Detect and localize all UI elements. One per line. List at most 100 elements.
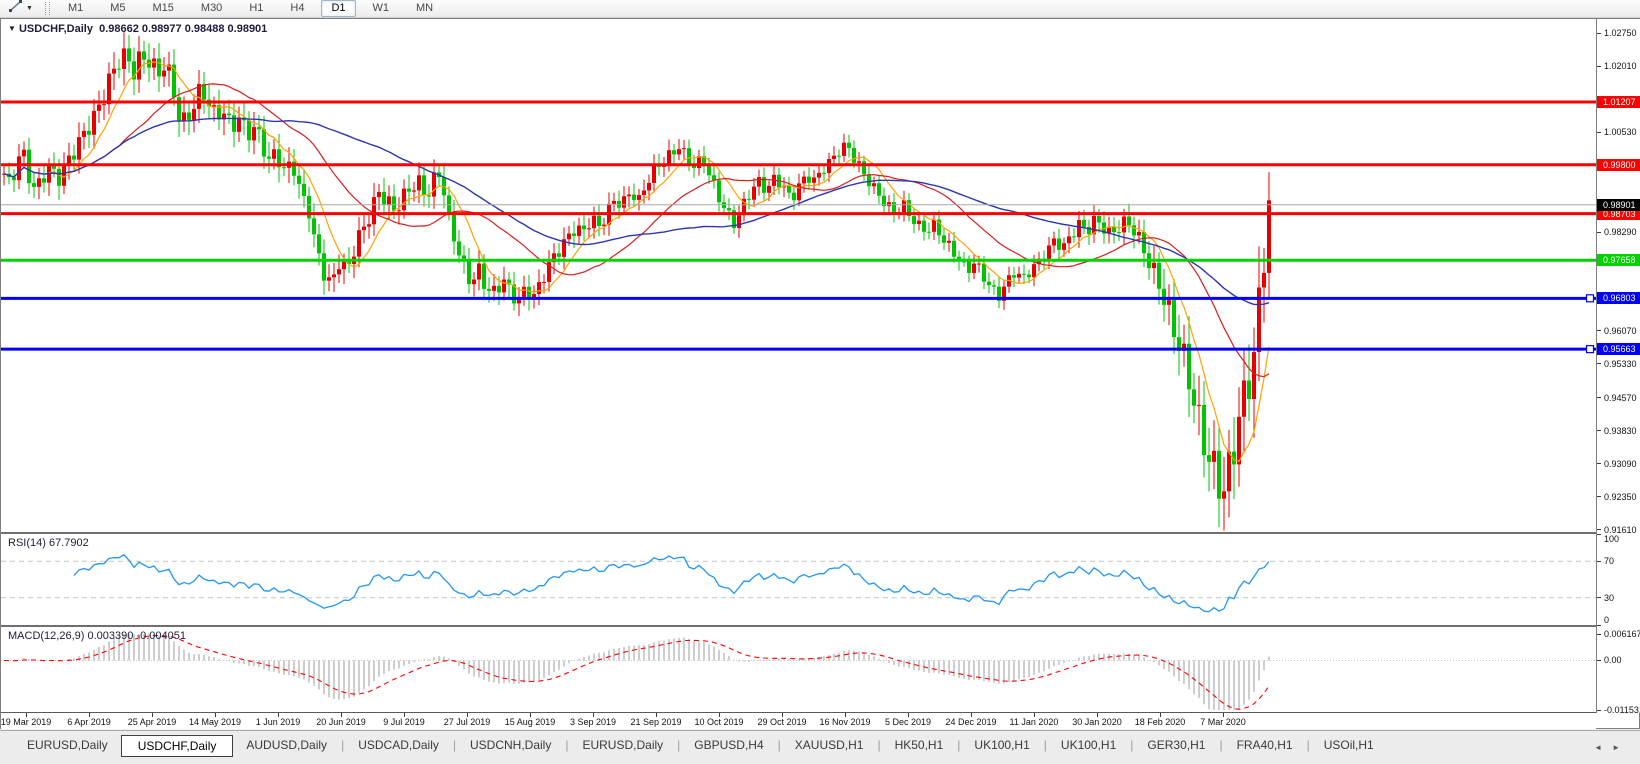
price-tick <box>1597 330 1601 331</box>
date-tick <box>89 713 90 717</box>
price-line-badge: 1.01207 <box>1597 96 1640 109</box>
date-tick <box>1097 713 1098 717</box>
rsi-tick-label: 70 <box>1604 556 1615 567</box>
date-label: 19 Mar 2019 <box>1 717 52 727</box>
macd-main-value: 0.003390 <box>87 630 134 642</box>
tool-dropdown-icon[interactable]: ▼ <box>26 4 33 12</box>
timeframe-button-m15[interactable]: M15 <box>152 2 174 14</box>
chart-tab-usoil-h1[interactable]: USOil,H1 <box>1323 738 1374 752</box>
line-tool-button[interactable]: ▼ <box>4 0 37 17</box>
tab-separator: | <box>677 738 681 752</box>
price-tick-label: 0.98290 <box>1604 227 1637 238</box>
date-tick <box>278 713 279 717</box>
tab-separator: | <box>341 738 345 752</box>
hline-drag-handle[interactable] <box>1585 294 1595 303</box>
timeframe-button-m1[interactable]: M1 <box>67 2 84 14</box>
timeframe-button-d1[interactable]: D1 <box>321 0 356 17</box>
rsi-tick <box>1597 597 1601 598</box>
chart-symbol-label: USDCHF,Daily <box>18 23 93 35</box>
panel-separator[interactable] <box>1 625 1639 627</box>
date-tick <box>782 713 783 717</box>
price-tick-label: 1.00530 <box>1604 127 1637 138</box>
chart-tab-ger30-h1[interactable]: GER30,H1 <box>1147 738 1206 752</box>
hline-drag-handle[interactable] <box>1585 345 1595 354</box>
price-tick <box>1597 496 1601 497</box>
date-tick <box>467 713 468 717</box>
chart-tab-usdcnh-daily[interactable]: USDCNH,Daily <box>470 738 552 752</box>
timeframe-button-w1[interactable]: W1 <box>372 2 390 14</box>
tab-separator: | <box>1219 738 1223 752</box>
symbol-dropdown-icon[interactable]: ▼ <box>8 24 16 33</box>
price-tick <box>1597 363 1601 364</box>
price-line-badge: 0.96803 <box>1597 292 1640 305</box>
date-label: 25 Apr 2019 <box>127 717 177 727</box>
time-axis[interactable]: 19 Mar 2019 6 Apr 2019 25 Apr 2019 14 May 2… <box>1 713 1596 729</box>
tab-separator: | <box>452 738 456 752</box>
date-tick <box>215 713 216 717</box>
chart-tab-eurusd-daily[interactable]: EURUSD,Daily <box>582 738 664 752</box>
chart-tab-list: EURUSD,Daily USDCHF,Daily AUDUSD,Daily | USD… <box>14 735 1387 757</box>
price-tick <box>1597 397 1601 398</box>
timeframe-button-mn[interactable]: MN <box>416 2 434 14</box>
macd-chart-canvas[interactable] <box>1 627 1596 712</box>
macd-tick <box>1597 660 1601 661</box>
current-price-badge: 0.98901 <box>1597 198 1640 211</box>
rsi-tick <box>1597 534 1601 535</box>
date-label: 27 Jul 2019 <box>443 717 491 727</box>
macd-label: MACD(12,26,9) 0.003390 -0.004051 <box>8 630 186 642</box>
chart-tab-audusd-daily[interactable]: AUDUSD,Daily <box>246 738 328 752</box>
date-label: 3 Sep 2019 <box>569 717 617 727</box>
date-label: 1 Jun 2019 <box>255 717 301 727</box>
chart-tab-usdchf-daily[interactable]: USDCHF,Daily <box>120 735 234 757</box>
tab-scroll-arrows: ◄► <box>1594 743 1630 752</box>
price-chart-canvas[interactable] <box>1 19 1596 532</box>
date-tick <box>341 713 342 717</box>
date-label: 7 Mar 2020 <box>1200 717 1246 727</box>
date-tick <box>404 713 405 717</box>
price-tick-label: 1.02750 <box>1604 28 1637 39</box>
chart-tab-uk100-h1[interactable]: UK100,H1 <box>974 738 1030 752</box>
chart-title: ▼ USDCHF,Daily 0.98662 0.98977 0.98488 0… <box>8 23 267 35</box>
date-label: 30 Jan 2020 <box>1072 717 1122 727</box>
timeframe-button-h4[interactable]: H4 <box>290 2 305 14</box>
date-tick <box>908 713 909 717</box>
tab-scroll-left-icon[interactable]: ◄ <box>1594 743 1613 752</box>
tab-scroll-right-icon[interactable]: ► <box>1612 743 1630 752</box>
date-tick <box>656 713 657 717</box>
price-line-badge: 0.97658 <box>1597 254 1640 267</box>
date-label: 29 Oct 2019 <box>757 717 807 727</box>
price-tick-label: 0.94570 <box>1604 392 1637 403</box>
timeframe-group: M1 M5 M15 M30 H1 H4 D1 W1 MN <box>58 0 443 17</box>
macd-tick <box>1597 710 1601 711</box>
date-tick <box>719 713 720 717</box>
date-label: 18 Feb 2020 <box>1134 717 1186 727</box>
panel-separator[interactable] <box>1 532 1639 534</box>
date-tick <box>152 713 153 717</box>
date-tick <box>26 713 27 717</box>
chart-tab-xauusd-h1[interactable]: XAUUSD,H1 <box>794 738 864 752</box>
price-tick <box>1597 463 1601 464</box>
chart-window: ▼ USDCHF,Daily 0.98662 0.98977 0.98488 0… <box>0 18 1640 729</box>
tab-separator: | <box>957 738 961 752</box>
rsi-tick-label: 0 <box>1604 615 1610 625</box>
timeframe-button-m5[interactable]: M5 <box>110 2 126 14</box>
timeframe-button-m30[interactable]: M30 <box>200 2 223 14</box>
date-tick <box>971 713 972 717</box>
timeframe-button-h1[interactable]: H1 <box>249 2 264 14</box>
date-label: 5 Dec 2019 <box>884 717 932 727</box>
chart-tab-gbpusd-h4[interactable]: GBPUSD,H4 <box>694 738 764 752</box>
chart-tab-uk100-h1[interactable]: UK100,H1 <box>1060 738 1117 752</box>
rsi-chart-canvas[interactable] <box>1 534 1596 625</box>
macd-tick-label: 0.00 <box>1604 655 1622 666</box>
rsi-tick <box>1597 625 1601 626</box>
price-axis[interactable]: 1.02750 1.02010 1.00530 0.98290 0.96070 0.953… <box>1596 19 1640 715</box>
price-line-badge: 0.95663 <box>1597 343 1640 356</box>
date-tick <box>1160 713 1161 717</box>
chart-tab-usdcad-daily[interactable]: USDCAD,Daily <box>358 738 439 752</box>
tab-separator: | <box>1043 738 1047 752</box>
chart-tab-eurusd-daily[interactable]: EURUSD,Daily <box>27 738 108 752</box>
toolbar: ▼ M1 M5 M15 M30 H1 H4 D1 W1 MN <box>0 0 1640 18</box>
tab-separator: | <box>565 738 569 752</box>
chart-tab-fra40-h1[interactable]: FRA40,H1 <box>1236 738 1293 752</box>
chart-tab-hk50-h1[interactable]: HK50,H1 <box>894 738 944 752</box>
